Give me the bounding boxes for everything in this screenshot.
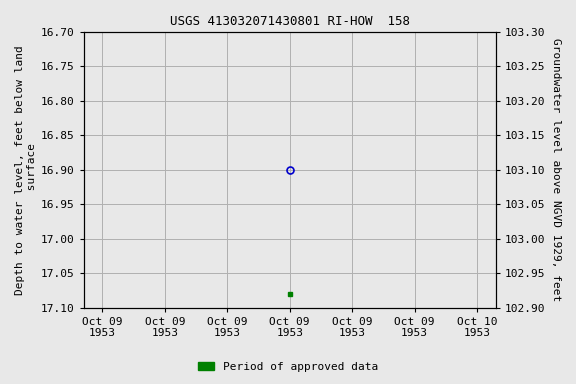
Y-axis label: Depth to water level, feet below land
 surface: Depth to water level, feet below land su… [15, 45, 37, 295]
Legend: Period of approved data: Period of approved data [193, 358, 383, 377]
Title: USGS 413032071430801 RI-HOW  158: USGS 413032071430801 RI-HOW 158 [170, 15, 410, 28]
Y-axis label: Groundwater level above NGVD 1929, feet: Groundwater level above NGVD 1929, feet [551, 38, 561, 301]
